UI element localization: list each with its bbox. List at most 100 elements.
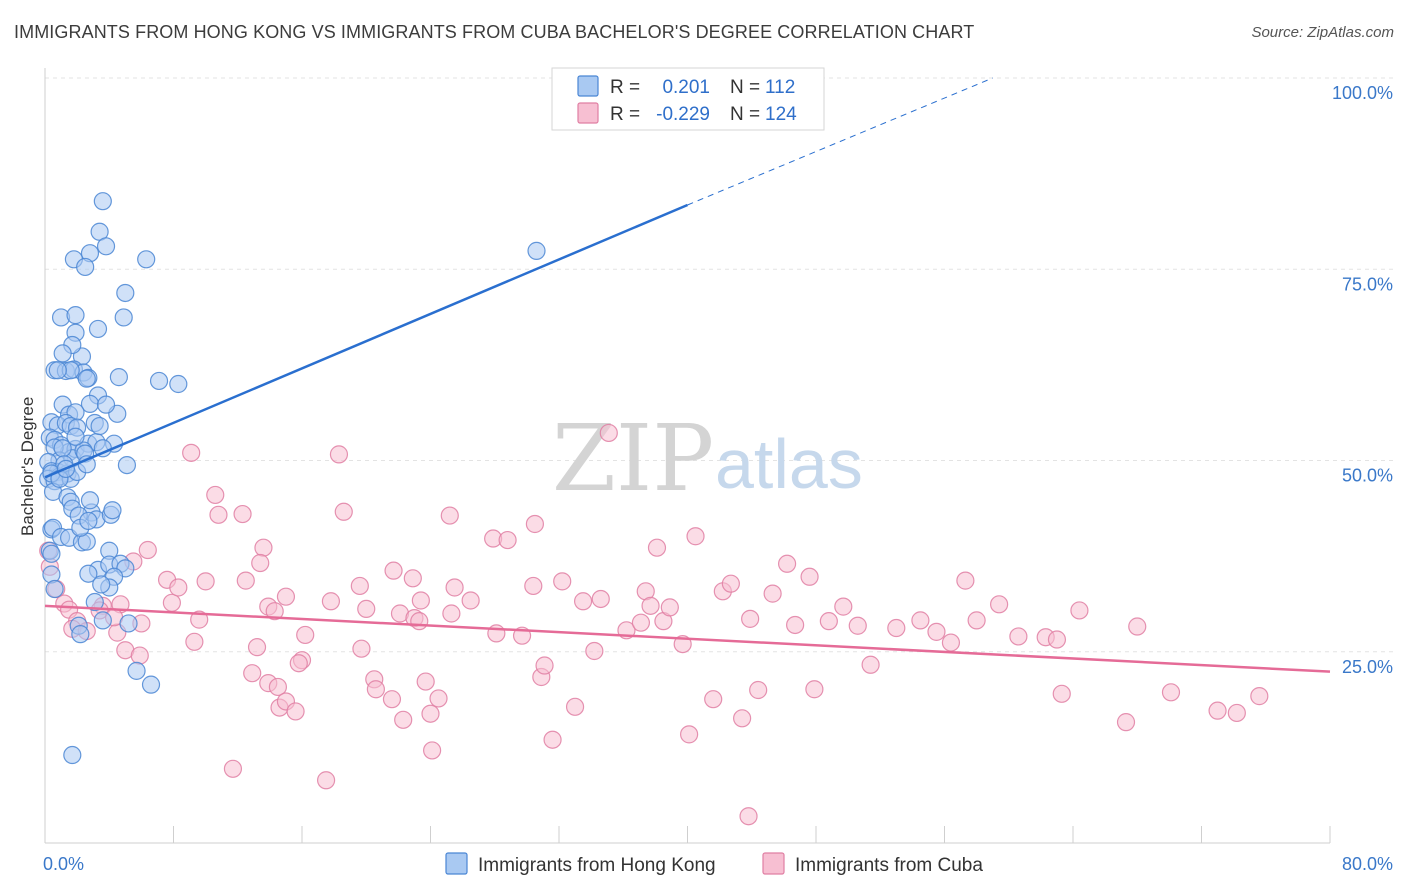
watermark-atlas: atlas (715, 425, 863, 503)
cuba-point (763, 584, 782, 603)
watermark: ZIP atlas (552, 405, 863, 512)
cuba-point (1009, 627, 1028, 646)
cuba-point (641, 596, 660, 615)
hong-kong-point (76, 257, 95, 277)
cuba-point (1052, 684, 1071, 703)
axes: 25.0% 50.0% 75.0% 100.0% 0.0% 80.0% (43, 68, 1393, 874)
cuba-point (247, 638, 267, 657)
hong-kong-point (96, 395, 116, 414)
cuba-point (524, 576, 543, 596)
y-axis-title: Bachelor's Degree (18, 397, 37, 536)
cuba-point (429, 689, 448, 708)
cuba-point (251, 553, 270, 573)
cuba-point (1208, 701, 1227, 720)
cuba-point (182, 443, 201, 462)
legend-r-value-2: -0.229 (656, 104, 710, 125)
cuba-point (243, 664, 262, 683)
hong-kong-point (137, 250, 156, 269)
hong-kong-point (71, 625, 90, 644)
cuba-point (265, 602, 284, 621)
cuba-point (236, 571, 255, 590)
hong-kong-point (93, 192, 112, 211)
cuba-point (647, 538, 667, 557)
bottom-legend-swatch-blue (445, 852, 468, 875)
legend-n-label-2: N = (730, 104, 760, 125)
hong-kong-point (149, 371, 169, 391)
cuba-point (543, 730, 562, 749)
chart-title: IMMIGRANTS FROM HONG KONG VS IMMIGRANTS … (14, 22, 975, 42)
cuba-point (190, 610, 209, 629)
cuba-point (357, 599, 376, 619)
y-tick-label: 25.0% (1342, 657, 1393, 677)
cuba-point (680, 725, 699, 744)
cuba-point (805, 680, 824, 699)
legend-n-value-2: 124 (765, 104, 797, 125)
y-tick-label: 75.0% (1342, 274, 1393, 294)
cuba-point (334, 502, 353, 521)
cuba-point (1250, 687, 1269, 706)
cuba-point (296, 625, 315, 645)
cuba-point (233, 504, 252, 524)
cuba-point (138, 540, 157, 560)
cuba-point (440, 506, 459, 525)
cuba-point (196, 572, 215, 591)
hong-kong-point (85, 592, 104, 612)
series-legend: Immigrants from Hong Kong Immigrants fro… (445, 852, 983, 876)
cuba-point (321, 592, 341, 611)
x-tick-label-min: 0.0% (43, 854, 84, 874)
cuba-point (887, 618, 906, 638)
cuba-point (1128, 617, 1147, 636)
legend-swatch-pink (577, 102, 599, 124)
hong-kong-point (42, 544, 61, 563)
cuba-point (442, 604, 461, 623)
cuba-point (800, 567, 819, 586)
cuba-point (352, 639, 371, 658)
hong-kong-point (116, 283, 135, 303)
cuba-point (410, 612, 429, 631)
legend-n-value-1: 112 (765, 77, 795, 98)
cuba-point (599, 423, 618, 443)
cuba-point (223, 759, 243, 778)
cuba-point (660, 598, 679, 617)
hong-kong-point (88, 319, 108, 339)
y-tick-label: 50.0% (1342, 466, 1393, 486)
cuba-point (553, 572, 572, 591)
hong-kong-point (96, 237, 116, 256)
hong-kong-point (117, 455, 137, 475)
cuba-point (185, 632, 204, 651)
cuba-point (1116, 713, 1136, 732)
cuba-point (498, 530, 517, 550)
cuba-point (411, 591, 430, 610)
cuba-point (445, 578, 464, 597)
hong-kong-point (527, 241, 546, 260)
cuba-point (741, 609, 760, 628)
cuba-point (254, 538, 273, 557)
hong-kong-point (119, 614, 138, 633)
cuba-point (382, 690, 402, 709)
cuba-point (289, 654, 308, 673)
cuba-point (423, 741, 442, 760)
cuba-point (911, 611, 930, 630)
hong-kong-point (92, 575, 111, 594)
cuba-point (366, 680, 385, 699)
cuba-point (573, 592, 593, 611)
cuba-point (162, 593, 181, 612)
cuba-point (350, 576, 369, 596)
hong-kong-trend-extension (687, 77, 993, 206)
hong-kong-point (45, 579, 64, 599)
cuba-point (941, 633, 961, 652)
cuba-point (535, 656, 554, 675)
hong-kong-point (79, 511, 98, 531)
cuba-point (739, 807, 758, 826)
cuba-point (631, 613, 651, 632)
cuba-point (956, 571, 975, 590)
hong-kong-point (63, 745, 82, 765)
cuba-point (169, 578, 188, 597)
cuba-point (421, 704, 440, 723)
cuba-point (686, 527, 705, 546)
bottom-legend-label-pink: Immigrants from Cuba (795, 855, 983, 876)
hong-kong-point (141, 675, 161, 694)
cuba-point (990, 595, 1009, 614)
legend-r-label-2: R = (610, 104, 640, 125)
hong-kong-point (79, 564, 98, 583)
